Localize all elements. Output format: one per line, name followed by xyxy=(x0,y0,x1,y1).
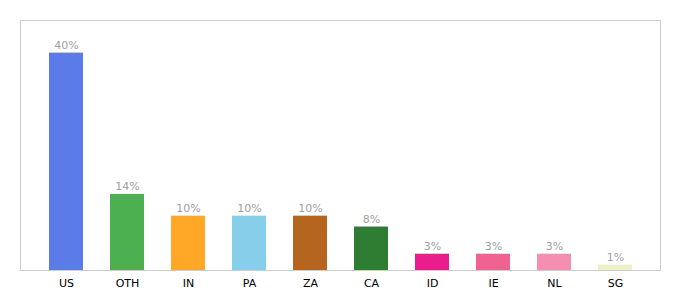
svg-text:OTH: OTH xyxy=(116,277,140,290)
svg-text:3%: 3% xyxy=(485,240,502,253)
svg-text:3%: 3% xyxy=(424,240,441,253)
svg-text:ZA: ZA xyxy=(303,277,319,290)
svg-text:1%: 1% xyxy=(607,251,624,264)
svg-text:3%: 3% xyxy=(546,240,563,253)
svg-text:8%: 8% xyxy=(363,213,380,226)
svg-text:US: US xyxy=(59,277,74,290)
svg-text:ID: ID xyxy=(427,277,439,290)
svg-text:NL: NL xyxy=(547,277,562,290)
svg-text:10%: 10% xyxy=(298,202,322,215)
svg-text:IN: IN xyxy=(183,277,194,290)
svg-text:14%: 14% xyxy=(115,180,139,193)
svg-text:10%: 10% xyxy=(237,202,261,215)
svg-text:PA: PA xyxy=(243,277,257,290)
svg-text:10%: 10% xyxy=(176,202,200,215)
svg-text:IE: IE xyxy=(488,277,498,290)
svg-text:SG: SG xyxy=(608,277,624,290)
svg-text:CA: CA xyxy=(364,277,380,290)
svg-text:40%: 40% xyxy=(54,39,78,52)
